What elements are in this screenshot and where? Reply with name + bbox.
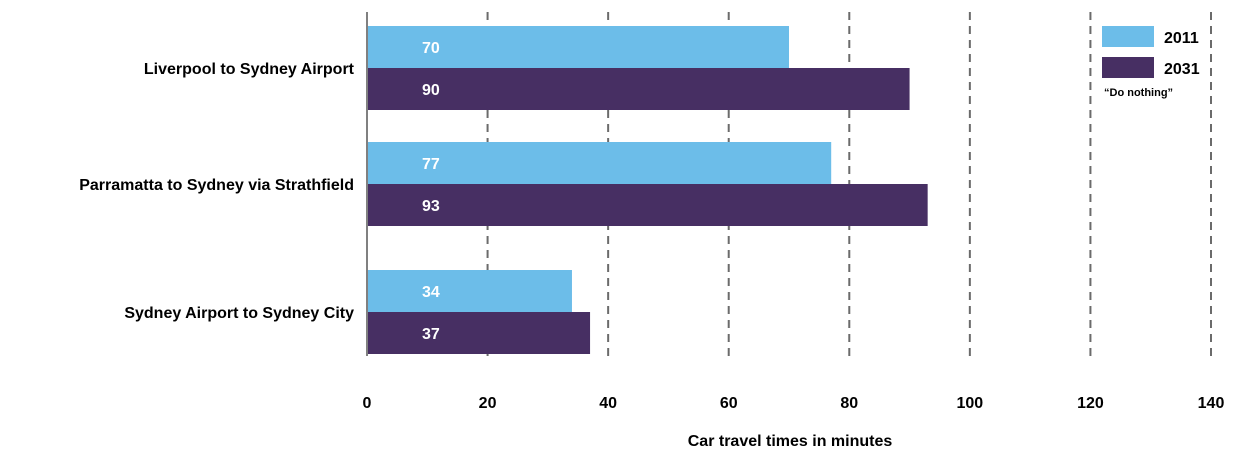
data-label-2031-0: 90 <box>422 82 440 99</box>
data-label-2011-2: 34 <box>422 284 440 301</box>
category-label-2: Sydney Airport to Sydney City <box>124 305 354 322</box>
bar-2011-0 <box>367 26 789 68</box>
x-tick-label-120: 120 <box>1077 395 1104 412</box>
legend-label-2011: 2011 <box>1164 30 1199 47</box>
bar-2031-0 <box>367 68 910 110</box>
data-label-2031-1: 93 <box>422 198 440 215</box>
legend: 2011 2031 “Do nothing” <box>1102 26 1200 99</box>
category-label-1: Parramatta to Sydney via Strathfield <box>79 177 354 194</box>
bar-2011-2 <box>367 270 572 312</box>
bar-2031-1 <box>367 184 928 226</box>
legend-note: “Do nothing” <box>1104 87 1173 99</box>
bars: 70 90 77 93 34 37 <box>367 26 928 354</box>
category-label-0: Liverpool to Sydney Airport <box>144 61 355 78</box>
x-tick-label-20: 20 <box>479 395 497 412</box>
legend-swatch-2031 <box>1102 57 1154 78</box>
x-tick-label-40: 40 <box>599 395 617 412</box>
legend-label-2031: 2031 <box>1164 61 1200 78</box>
x-tick-label-0: 0 <box>363 395 372 412</box>
legend-swatch-2011 <box>1102 26 1154 47</box>
x-tick-label-80: 80 <box>840 395 858 412</box>
data-label-2011-0: 70 <box>422 40 440 57</box>
data-label-2011-1: 77 <box>422 156 440 173</box>
data-label-2031-2: 37 <box>422 326 440 343</box>
x-tick-label-100: 100 <box>957 395 984 412</box>
bar-2031-2 <box>367 312 591 354</box>
x-axis-title: Car travel times in minutes <box>688 433 893 450</box>
bar-2011-1 <box>367 142 832 184</box>
category-labels: Liverpool to Sydney Airport Parramatta to… <box>79 61 354 322</box>
x-tick-label-140: 140 <box>1198 395 1225 412</box>
x-tick-label-60: 60 <box>720 395 738 412</box>
x-tick-labels: 0 20 40 60 80 100 120 140 <box>363 395 1225 412</box>
